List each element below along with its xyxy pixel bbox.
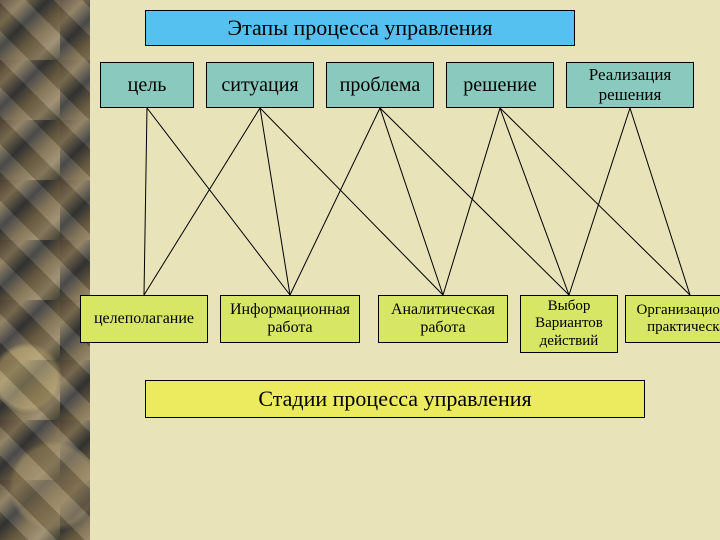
edge-problem-choice — [380, 108, 569, 295]
stage-decision: решение — [446, 62, 554, 108]
edge-goal-info — [147, 108, 290, 295]
title-bottom: Стадии процесса управления — [145, 380, 645, 418]
stage-problem: проблема — [326, 62, 434, 108]
title-top: Этапы процесса управления — [145, 10, 575, 46]
edge-problem-info — [290, 108, 380, 295]
edge-decision-orgprac — [500, 108, 690, 295]
edge-situation-goalset — [144, 108, 260, 295]
edge-problem-analytic — [380, 108, 443, 295]
edge-situation-info — [260, 108, 290, 295]
decorative-sidebar-image — [0, 0, 90, 540]
stage-situation: ситуация — [206, 62, 314, 108]
stage-impl: Реализация решения — [566, 62, 694, 108]
stage-goal: цель — [100, 62, 194, 108]
edge-impl-orgprac — [630, 108, 690, 295]
activity-info: Информационная работа — [220, 295, 360, 343]
diagram-main: Этапы процесса управления Стадии процесс… — [90, 0, 720, 540]
edge-decision-analytic — [443, 108, 500, 295]
edge-decision-choice — [500, 108, 569, 295]
edge-goal-goalset — [144, 108, 147, 295]
activity-choice: Выбор Вариантов действий — [520, 295, 618, 353]
edge-impl-choice — [569, 108, 630, 295]
activity-goalset: целеполагание — [80, 295, 208, 343]
activity-analytic: Аналитическая работа — [378, 295, 508, 343]
edge-situation-analytic — [260, 108, 443, 295]
activity-orgprac: Организационно практическая — [625, 295, 720, 343]
